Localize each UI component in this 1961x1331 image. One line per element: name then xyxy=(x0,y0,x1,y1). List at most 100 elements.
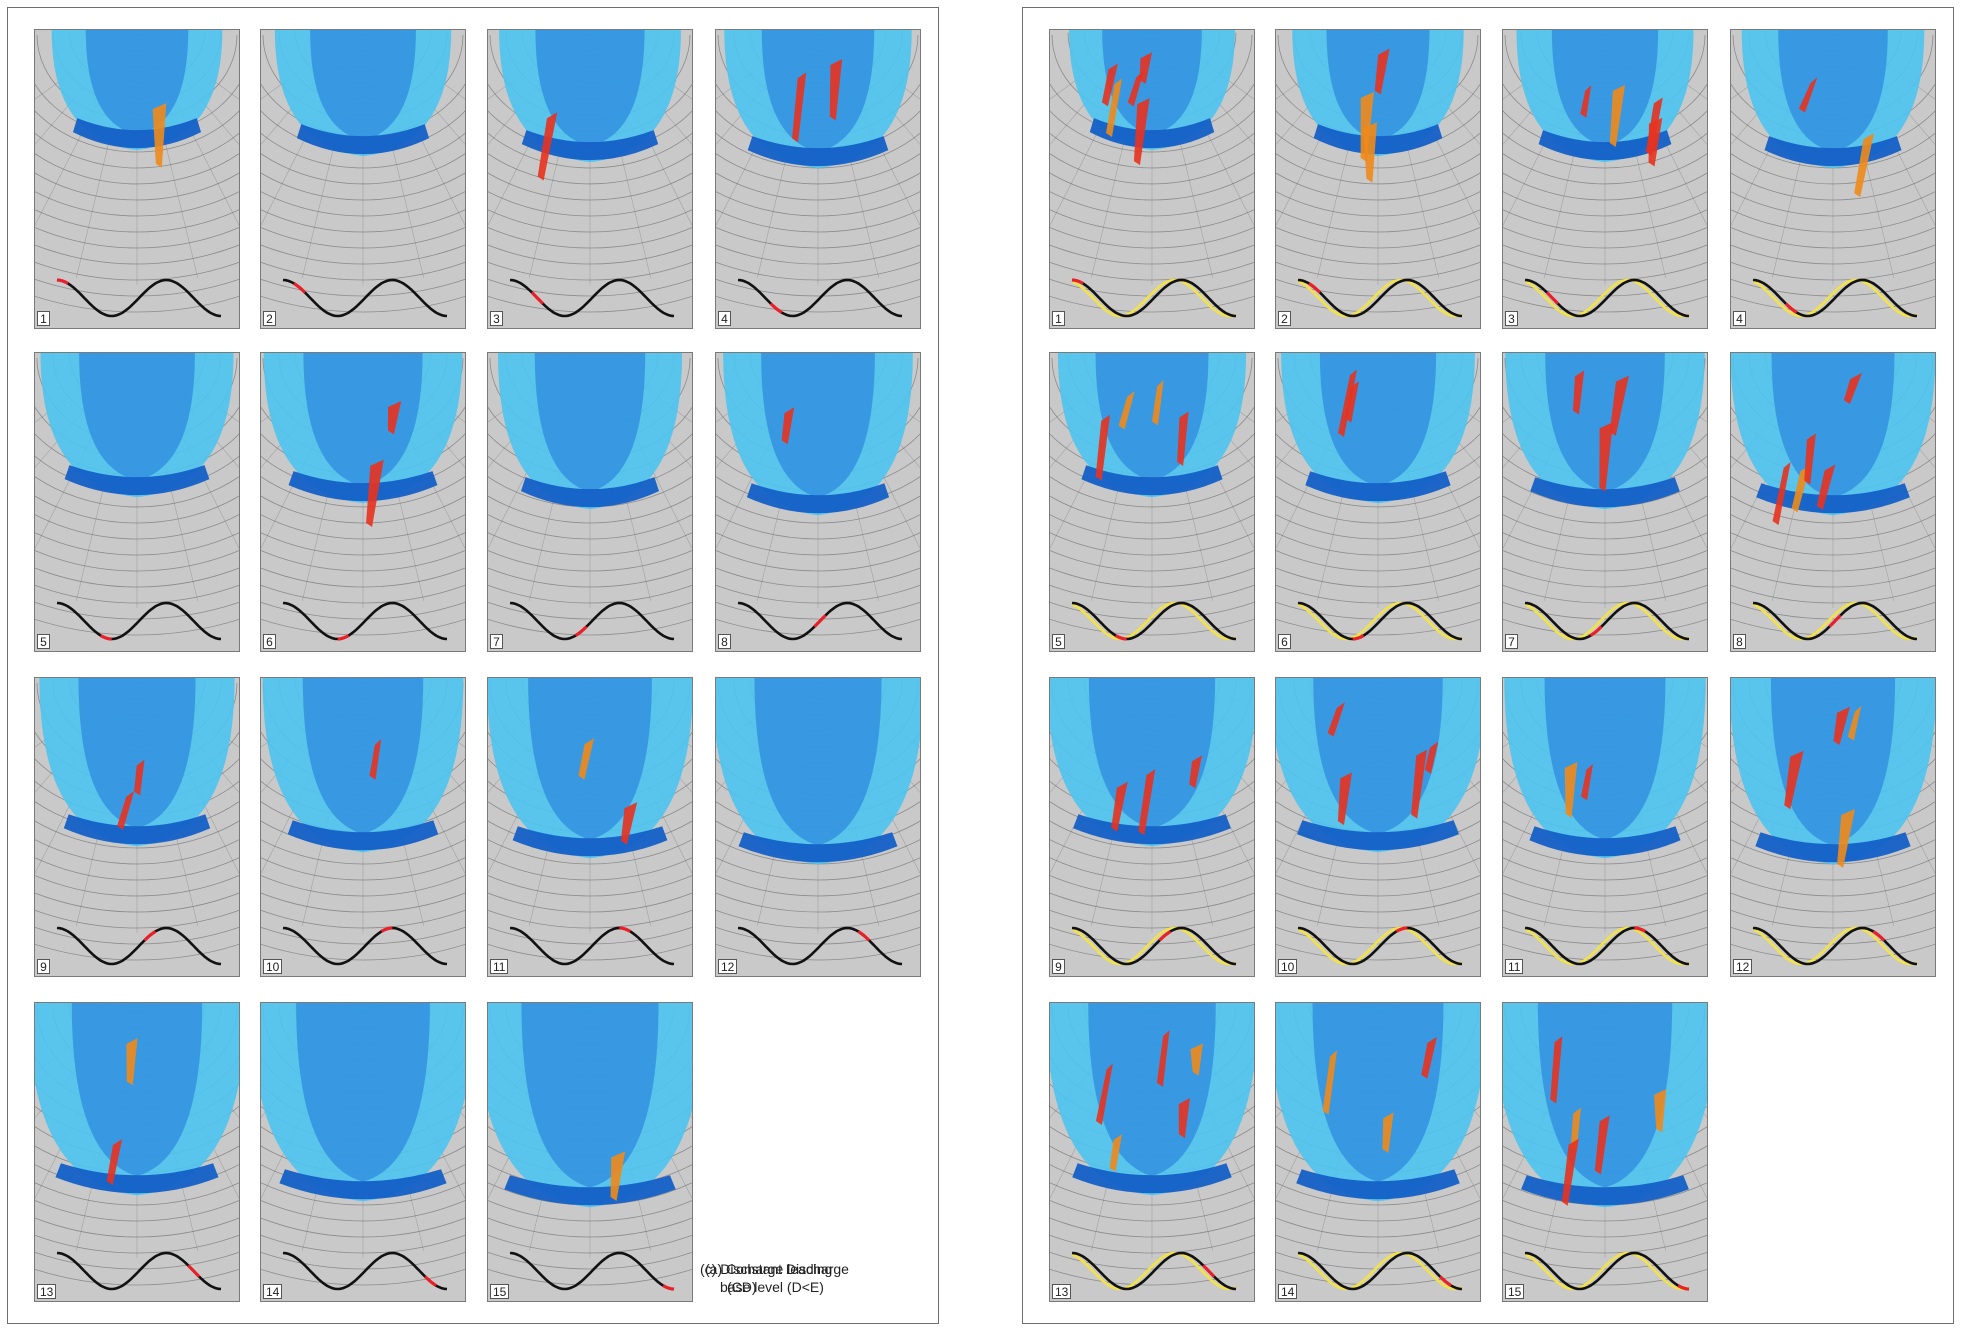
erosion-streak xyxy=(106,1139,123,1186)
contour-line xyxy=(1050,820,1254,849)
deposition-zone xyxy=(761,353,875,498)
contour-line xyxy=(261,153,465,185)
deposition-front xyxy=(512,826,668,857)
erosion-streak xyxy=(1816,464,1836,510)
deposition-front xyxy=(279,1169,447,1200)
contour-line xyxy=(1731,153,1935,185)
panel-number: 4 xyxy=(718,311,731,326)
deposition-zone xyxy=(1770,678,1896,846)
contour-line xyxy=(488,172,692,201)
map-panel: 6 xyxy=(1275,352,1481,652)
contour-line xyxy=(1050,618,1254,636)
contour-line xyxy=(35,839,239,865)
base-level-curve xyxy=(1071,1251,1237,1291)
contour-line xyxy=(35,926,239,945)
deposition-zone xyxy=(534,353,646,492)
time-step-marker xyxy=(1828,614,1842,628)
base-level-curve xyxy=(1297,1251,1463,1291)
contour-line xyxy=(716,567,920,588)
contour-line xyxy=(1503,295,1707,313)
panel-number: 9 xyxy=(1052,959,1065,974)
contour-line xyxy=(1276,209,1480,233)
contour-line xyxy=(1050,261,1254,281)
panel-number: 13 xyxy=(1052,1284,1072,1299)
contour-line xyxy=(716,601,920,620)
deposition-front xyxy=(55,1163,219,1194)
contour-line xyxy=(488,532,692,556)
panel-number: 14 xyxy=(263,1284,283,1299)
contour-line xyxy=(1276,1182,1480,1206)
erosion-streak xyxy=(1798,76,1818,113)
contour-line xyxy=(1050,1268,1254,1286)
deposition-front xyxy=(1538,130,1672,161)
map-panel: 5 xyxy=(34,352,240,652)
contour-line xyxy=(488,1200,692,1222)
deposition-front xyxy=(521,130,659,161)
erosion-streak xyxy=(1151,380,1164,426)
erosion-streak xyxy=(1609,84,1626,147)
time-step-marker xyxy=(1352,634,1365,641)
delta-map-image xyxy=(1276,678,1480,966)
base-level-curve xyxy=(282,926,448,966)
base-level-curve xyxy=(1071,278,1237,318)
erosion-streak xyxy=(1156,1030,1170,1087)
erosion-streak xyxy=(1345,381,1359,423)
contour-line xyxy=(1276,909,1480,929)
deposition-front xyxy=(296,124,430,155)
panel-number: 11 xyxy=(1505,959,1524,974)
time-step-marker xyxy=(1784,302,1798,314)
contour-line xyxy=(716,495,920,524)
delta-map-image xyxy=(1050,30,1254,318)
contour-line xyxy=(1050,567,1254,588)
panel-number: 13 xyxy=(37,1284,57,1299)
erosion-streak xyxy=(1847,705,1862,741)
panel-number: 7 xyxy=(490,634,503,649)
erosion-streak xyxy=(1561,1138,1579,1206)
contour-line xyxy=(35,132,239,169)
contour-line xyxy=(1050,550,1254,572)
contour-line xyxy=(35,172,239,201)
contour-line xyxy=(1050,943,1254,961)
contour-line xyxy=(261,476,465,508)
deposition-zone xyxy=(302,678,424,834)
contour-line xyxy=(1050,495,1254,524)
contour-line xyxy=(1503,601,1707,620)
delta-map-image xyxy=(488,678,692,966)
time-step-marker xyxy=(857,930,871,942)
deposition-zone xyxy=(71,1003,203,1177)
panel-number: 10 xyxy=(1278,959,1298,974)
contour-line xyxy=(1503,278,1707,297)
base-level-curve xyxy=(1524,278,1690,318)
delta-map-image xyxy=(261,678,465,966)
contour-line xyxy=(1050,875,1254,897)
erosion-streak xyxy=(1653,1089,1667,1133)
contour-line xyxy=(1503,153,1707,185)
contour-line xyxy=(1503,514,1707,540)
contour-line xyxy=(1731,567,1935,588)
contour-line xyxy=(1050,514,1254,540)
map-panel: 14 xyxy=(260,1002,466,1302)
caption-line-2: (CD) xyxy=(727,1279,757,1295)
contour-line xyxy=(1276,567,1480,588)
contour-line xyxy=(261,1217,465,1238)
contour-line xyxy=(1050,857,1254,881)
contour-line xyxy=(35,909,239,929)
caption-constant-discharge: (a) Constant Discharge (CD) xyxy=(705,1260,849,1296)
contour-line xyxy=(488,227,692,249)
deposition-zone xyxy=(1771,353,1895,498)
map-panel: 4 xyxy=(715,29,921,329)
map-panel: 12 xyxy=(1730,677,1936,977)
map-panel: 13 xyxy=(34,1002,240,1302)
contour-line xyxy=(1503,1217,1707,1238)
panel-number: 12 xyxy=(1733,959,1753,974)
base-level-curve xyxy=(1752,926,1918,966)
erosion-streak xyxy=(1570,1107,1581,1152)
erosion-streak xyxy=(1101,63,1118,107)
erosion-streak xyxy=(1127,71,1144,107)
deposition-front xyxy=(72,118,202,149)
contour-line xyxy=(488,584,692,604)
map-panel: 12 xyxy=(715,677,921,977)
contour-line xyxy=(716,909,920,929)
contour-line xyxy=(1503,926,1707,945)
contour-line xyxy=(1050,1217,1254,1238)
